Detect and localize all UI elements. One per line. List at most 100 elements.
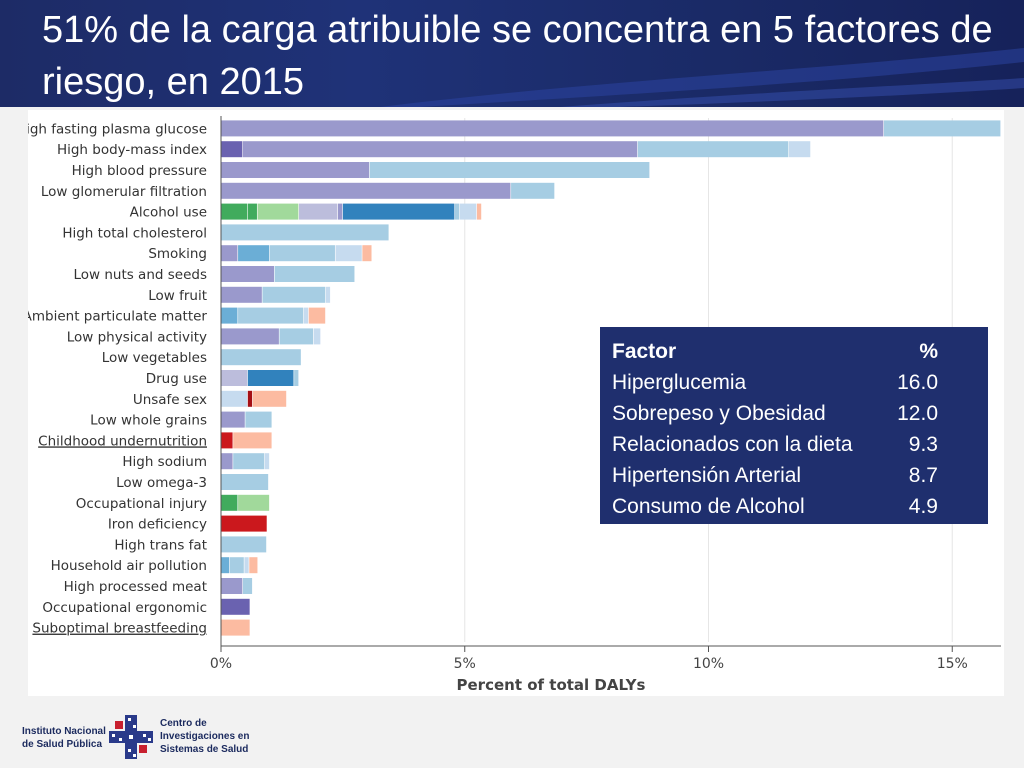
summary-row-factor: Relacionados con la dieta [612, 432, 853, 456]
bar-segment [221, 515, 267, 532]
bar-segment [221, 266, 275, 282]
x-tick-label: 0% [210, 656, 232, 672]
bar-segment [244, 557, 249, 574]
summary-header-percent: % [919, 339, 938, 363]
bar-segment [362, 245, 372, 262]
category-label: Smoking [148, 246, 207, 262]
bar-segment [221, 432, 233, 449]
summary-table-row: Hipertensión Arterial 8.7 [612, 460, 988, 491]
category-label: Low vegetables [102, 350, 207, 366]
category-label: Alcohol use [130, 205, 207, 221]
bar-segment [274, 266, 355, 282]
category-label: Suboptimal breastfeeding [32, 621, 207, 637]
bar-segment [257, 203, 299, 220]
bar-segment [229, 557, 244, 574]
category-label: Unsafe sex [133, 392, 207, 408]
bar-segment [279, 328, 314, 345]
x-tick-label: 5% [454, 656, 476, 672]
bar-segment [459, 203, 477, 220]
bar-segment [369, 162, 650, 178]
bar-segment [221, 536, 267, 553]
bar-segment [308, 307, 326, 324]
header-sweep-decoration [380, 48, 1024, 107]
x-tick-label: 10% [693, 656, 724, 672]
bar-segment [245, 411, 272, 428]
summary-row-percent: 12.0 [897, 401, 938, 425]
category-label: High trans fat [114, 537, 207, 553]
bar-segment [303, 307, 309, 324]
bar-segment [221, 141, 243, 158]
bar-segment [238, 245, 270, 262]
bar-segment [338, 203, 343, 220]
bar-segment [221, 120, 884, 137]
bar-segment [221, 390, 248, 407]
summary-table: Factor % Hiperglucemia 16.0 Sobrepeso y … [600, 327, 988, 524]
institute-name-line: Instituto Nacional [22, 726, 106, 737]
category-label: Ambient particulate matter [28, 309, 207, 325]
bar-segment [313, 328, 321, 345]
x-tick-label: 15% [937, 656, 968, 672]
bar-segment [221, 474, 269, 490]
category-label: Occupational injury [76, 496, 207, 512]
bar-segment [325, 286, 331, 303]
category-label: High fasting plasma glucose [28, 121, 207, 137]
bar-segment [249, 557, 258, 574]
category-label: Low physical activity [67, 329, 207, 345]
bar-segment [264, 453, 270, 470]
summary-row-percent: 16.0 [897, 370, 938, 394]
summary-row-percent: 4.9 [908, 494, 938, 518]
bar-segment [299, 203, 338, 220]
category-label: High total cholesterol [62, 225, 207, 241]
bar-segment [221, 598, 250, 615]
category-label: Low omega-3 [116, 475, 207, 491]
bar-segment [221, 328, 279, 345]
bar-segment [637, 141, 789, 158]
bar-segment [221, 411, 245, 428]
bar-segment [335, 245, 362, 262]
bar-segment [221, 162, 370, 178]
bar-segment [788, 141, 811, 158]
category-label: Low fruit [148, 288, 207, 304]
bar-segment [221, 224, 389, 241]
bar-segment [884, 120, 1001, 137]
bar-segment [221, 557, 230, 574]
bar-segment [262, 286, 326, 303]
institute-logo-icon [109, 715, 153, 759]
bar-segment [242, 141, 638, 158]
bar-segment [221, 349, 301, 366]
bar-segment [252, 390, 287, 407]
bar-segment [233, 453, 265, 470]
category-label: High blood pressure [72, 163, 207, 179]
bar-segment [476, 203, 482, 220]
category-label: High processed meat [64, 579, 207, 595]
category-label: High sodium [122, 454, 207, 470]
bar-segment [221, 182, 511, 199]
summary-table-row: Sobrepeso y Obesidad 12.0 [612, 398, 988, 429]
bar-segment [511, 182, 555, 199]
bar-segment [221, 453, 233, 470]
summary-row-factor: Consumo de Alcohol [612, 494, 805, 518]
bar-segment [221, 494, 238, 511]
summary-header-factor: Factor [612, 339, 677, 363]
x-axis-title: Percent of total DALYs [457, 676, 646, 694]
bar-segment [294, 370, 299, 386]
bar-segment [247, 390, 253, 407]
bar-segment [242, 578, 253, 594]
bar-segment [233, 432, 272, 449]
category-label: Drug use [146, 371, 207, 387]
summary-table-row: Hiperglucemia 16.0 [612, 367, 988, 398]
bar-segment [247, 370, 294, 386]
slide-title: 51% de la carga atribuible se concentra … [42, 9, 993, 103]
center-name-line: Investigaciones en [160, 731, 250, 742]
summary-row-factor: Sobrepeso y Obesidad [612, 401, 826, 425]
bar-segment [221, 286, 262, 303]
bar-segment [455, 203, 460, 220]
category-label: Household air pollution [51, 558, 207, 574]
bar-segment [238, 494, 270, 511]
category-label: High body-mass index [57, 142, 207, 158]
bar-segment [342, 203, 455, 220]
bar-segment [221, 578, 243, 594]
stacked-bar-chart: High fasting plasma glucose High body-mas… [28, 116, 1001, 694]
category-label: Low nuts and seeds [73, 267, 207, 283]
institute-name: Instituto Nacional de Salud Pública [22, 725, 106, 751]
